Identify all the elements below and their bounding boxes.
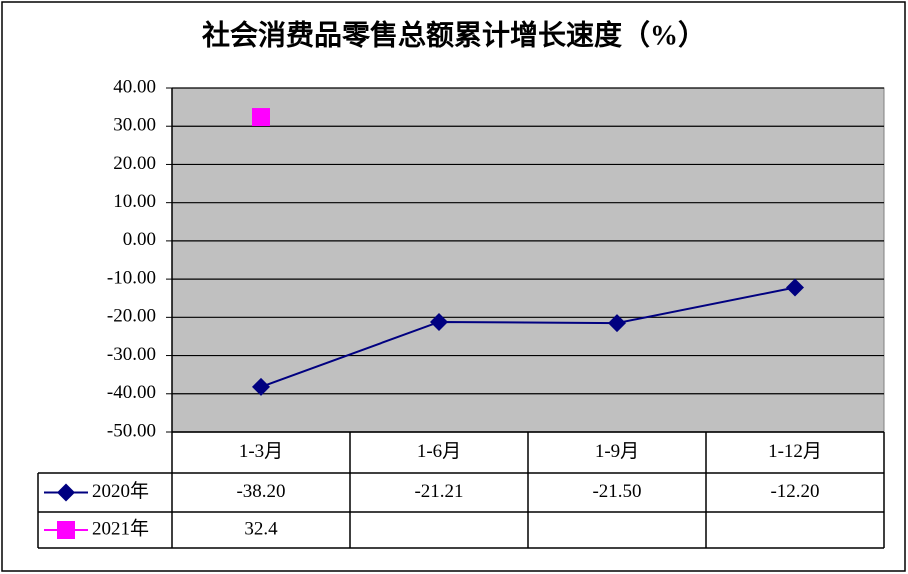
y-tick-label: -30.00 [107,344,156,365]
series-line [260,286,796,388]
table-value: -21.50 [592,481,641,502]
data-point [786,278,804,297]
table-value: -12.20 [770,481,819,502]
y-tick-label: -50.00 [107,420,156,441]
y-tick-label: 20.00 [113,153,156,174]
table-value: -38.20 [236,481,285,502]
data-point [608,314,626,333]
y-tick-label: -10.00 [107,267,156,288]
data-point [430,312,448,331]
data-point [252,108,270,127]
plot-area [171,87,885,433]
y-tick-label: -20.00 [107,306,156,327]
legend-label: 2020年 [92,480,149,502]
x-tick-label: 1-3月 [239,441,283,462]
y-tick-label: 0.00 [123,229,156,250]
table-value: -21.21 [414,481,463,502]
y-tick-label: 10.00 [113,191,156,212]
y-tick-label: 30.00 [113,115,156,136]
table-value: 32.4 [244,518,278,539]
y-tick-label: 40.00 [113,76,156,97]
legend-marker [57,521,75,539]
legend-label: 2021年 [92,517,149,539]
x-tick-label: 1-9月 [595,441,639,462]
legend-marker [57,483,75,502]
chart-title: 社会消费品零售总额累计增长速度（%） [202,18,706,51]
x-tick-label: 1-6月 [417,441,461,462]
x-tick-label: 1-12月 [768,441,822,462]
y-tick-label: -40.00 [107,382,156,403]
data-point [252,377,270,396]
